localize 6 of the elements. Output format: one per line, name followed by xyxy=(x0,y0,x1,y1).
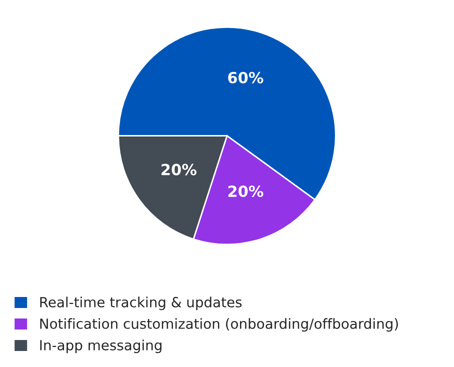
data-label: 20% xyxy=(162,164,196,176)
legend-label: Notification customization (onboarding/offboarding) xyxy=(40,318,398,332)
data-label: 20% xyxy=(228,185,264,198)
legend-label: Real-time tracking & updates xyxy=(40,296,242,310)
data-label: 60% xyxy=(228,72,264,84)
legend-label: In-app messaging xyxy=(40,340,162,354)
